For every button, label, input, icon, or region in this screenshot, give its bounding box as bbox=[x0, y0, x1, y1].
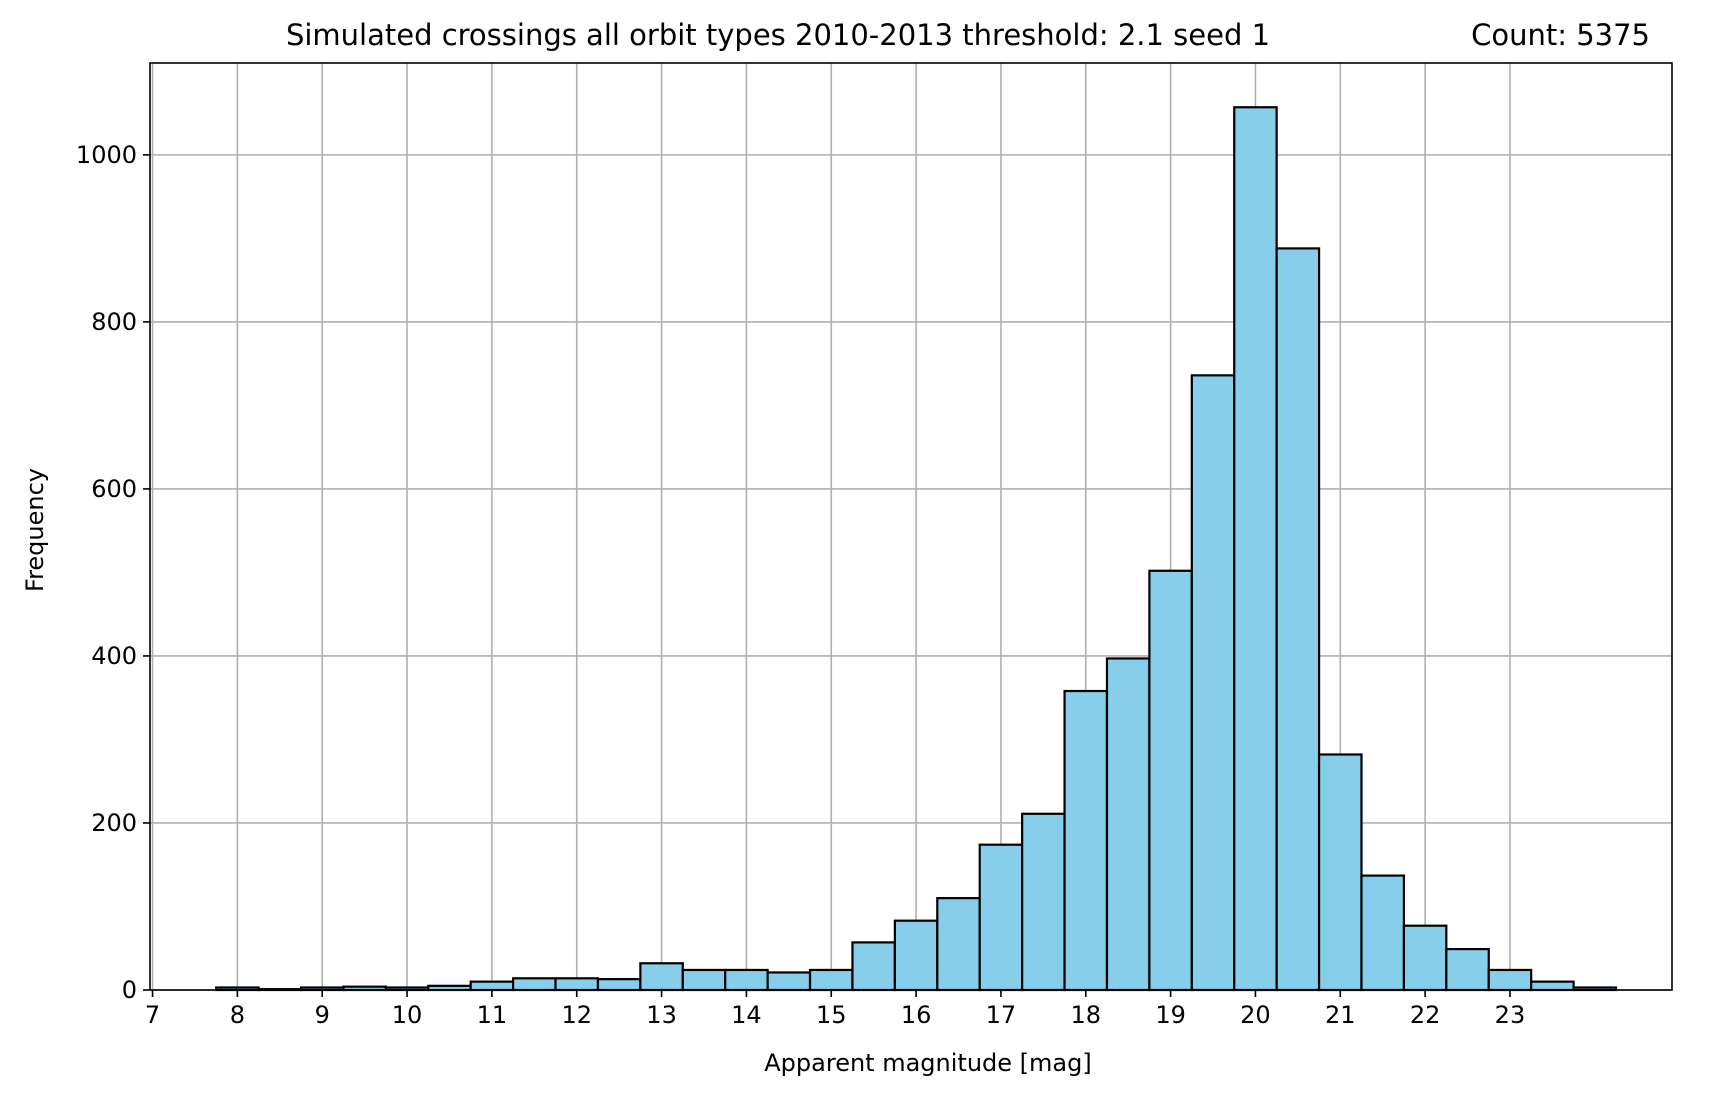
histogram-bar bbox=[893, 919, 939, 992]
x-tick-label: 10 bbox=[392, 1001, 423, 1029]
x-tick-label: 22 bbox=[1410, 1001, 1441, 1029]
histogram-bar bbox=[1445, 947, 1490, 992]
histogram-bar bbox=[681, 968, 727, 992]
histogram-bar bbox=[978, 843, 1024, 992]
histogram-bar bbox=[766, 971, 812, 992]
histogram-bar bbox=[1487, 968, 1533, 992]
chart-title: Simulated crossings all orbit types 2010… bbox=[286, 18, 1270, 52]
histogram-bar bbox=[1530, 980, 1575, 992]
histogram-bar bbox=[936, 897, 981, 992]
y-tick-label: 200 bbox=[91, 809, 137, 837]
histogram-bar bbox=[1021, 812, 1066, 992]
histogram-bar bbox=[512, 977, 557, 992]
x-tick-label: 7 bbox=[145, 1001, 160, 1029]
histogram-bar bbox=[851, 941, 896, 992]
x-tick-label: 16 bbox=[901, 1001, 932, 1029]
histogram-bar bbox=[469, 980, 515, 992]
y-tick-label: 0 bbox=[122, 976, 137, 1004]
histogram-bar bbox=[1317, 753, 1363, 992]
y-tick-label: 800 bbox=[91, 308, 137, 336]
x-tick-label: 8 bbox=[230, 1001, 245, 1029]
histogram-bar bbox=[596, 978, 642, 992]
x-tick-label: 21 bbox=[1325, 1001, 1356, 1029]
y-axis-title: Frequency bbox=[21, 468, 49, 592]
histogram-bar bbox=[808, 968, 854, 992]
histogram-bar bbox=[1190, 374, 1236, 992]
y-axis-ticks: 0 200 400 600 800 1000 bbox=[76, 141, 150, 1004]
x-tick-label: 18 bbox=[1070, 1001, 1101, 1029]
x-axis-title: Apparent magnitude [mag] bbox=[764, 1049, 1091, 1077]
histogram-bar bbox=[1105, 657, 1151, 992]
x-tick-label: 20 bbox=[1240, 1001, 1271, 1029]
x-tick-label: 11 bbox=[477, 1001, 508, 1029]
x-tick-label: 17 bbox=[986, 1001, 1017, 1029]
histogram-bars bbox=[215, 106, 1618, 992]
y-tick-label: 1000 bbox=[76, 141, 137, 169]
histogram-bar bbox=[639, 962, 684, 992]
x-tick-label: 23 bbox=[1495, 1001, 1526, 1029]
histogram-bar bbox=[1148, 569, 1193, 992]
y-tick-label: 600 bbox=[91, 475, 137, 503]
count-label: Count: 5375 bbox=[1471, 18, 1650, 52]
histogram-bar bbox=[724, 968, 769, 992]
histogram-bar bbox=[1360, 874, 1406, 992]
x-tick-label: 12 bbox=[561, 1001, 592, 1029]
x-tick-label: 14 bbox=[731, 1001, 762, 1029]
x-tick-label: 9 bbox=[315, 1001, 330, 1029]
x-tick-label: 15 bbox=[816, 1001, 847, 1029]
histogram-bar bbox=[1402, 924, 1448, 992]
histogram-bar bbox=[1063, 689, 1109, 992]
x-axis-ticks: 7 8 9 10 11 12 13 14 15 16 17 18 19 20 21 22 23 bbox=[145, 990, 1525, 1029]
x-tick-label: 13 bbox=[646, 1001, 677, 1029]
histogram-bar bbox=[554, 977, 600, 992]
plot-area-frame bbox=[149, 62, 1673, 991]
y-tick-label: 400 bbox=[91, 642, 137, 670]
histogram-bar bbox=[1233, 106, 1278, 992]
histogram-bar bbox=[1275, 247, 1321, 992]
x-tick-label: 19 bbox=[1155, 1001, 1186, 1029]
